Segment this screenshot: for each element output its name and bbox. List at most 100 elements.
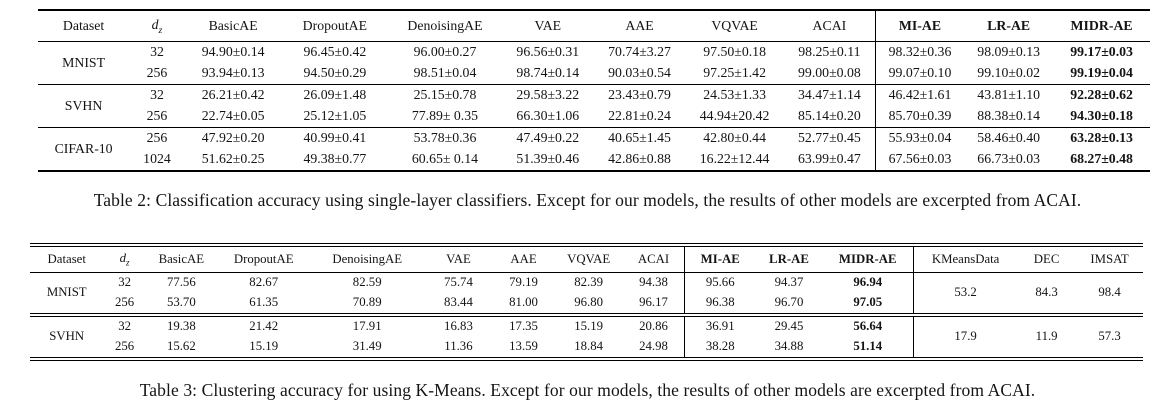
dataset-cell: MNIST [46,285,87,300]
value-cell: 15.19 [249,339,279,354]
value-cell: 55.93±0.04 [874,127,965,149]
value-cell: 66.30±1.06 [516,108,580,124]
column-header-midr-ae: MIDR-AE [1070,18,1133,34]
value-cell: 58.46±0.40 [977,130,1041,146]
value-cell: 26.21±0.42 [201,87,265,103]
value-cell: 53.78±0.36 [413,130,477,146]
column-header-imsat: IMSAT [1090,251,1129,266]
value-cell: 81.00 [509,295,538,310]
dz-cell: 256 [114,339,135,354]
value-cell: 52.77±0.45 [798,130,861,146]
dataset-group: MNIST 32 94.90±0.14 96.45±0.42 96.00±0.27 96.… [38,41,1150,85]
value-cell: 15.19 [574,319,604,334]
data-row: SVHN 32 19.38 21.42 17.91 16.83 17.35 15.19 20.8… [30,314,1143,359]
column-header-midr-ae: MIDR-AE [838,251,897,266]
column-header-vae: VAE [446,251,471,266]
value-cell: 97.05 [853,295,883,310]
column-header-aae: AAE [625,18,654,34]
value-cell: 98.09±0.13 [977,44,1041,60]
value-cell: 94.37 [774,275,804,290]
column-header-dropoutae: DropoutAE [302,18,368,34]
dataset-group: CIFAR-10 256 47.92±0.20 40.99±0.41 53.78±0.3… [38,127,1150,171]
value-cell: 25.15±0.78 [413,87,477,103]
column-header-dropoutae: DropoutAE [233,251,294,266]
value-cell: 99.17±0.03 [1070,44,1133,60]
value-cell: 17.91 [352,319,382,334]
value-cell: 77.89± 0.35 [411,108,479,124]
value-cell: 60.65± 0.14 [411,151,479,167]
value-cell: 82.67 [249,275,279,290]
value-cell: 44.94±20.42 [699,108,770,124]
data-row: 256 22.74±0.05 25.12±1.05 77.89± 0.35 66.30±… [38,105,1150,128]
value-cell: 38.28 [683,336,756,359]
dz-cell: 32 [118,275,131,290]
value-cell: 63.28±0.13 [1070,130,1133,146]
value-cell: 34.88 [774,339,804,354]
data-row: 1024 51.62±0.25 49.38±0.77 60.65± 0.14 51.39… [38,148,1150,171]
value-cell: 42.86±0.88 [608,151,671,167]
value-cell: 77.56 [166,275,196,290]
value-cell: 96.45±0.42 [303,44,367,60]
dz-symbol: d [119,251,127,265]
value-cell: 26.09±1.48 [303,87,367,103]
column-header-lr-ae: LR-AE [769,251,809,266]
column-header-denoisingae: DenoisingAE [407,18,483,34]
column-header-acai: ACAI [637,251,670,266]
column-header-mi-ae: MI-AE [683,245,756,273]
value-cell: 47.92±0.20 [201,130,265,146]
value-cell: 88.38±0.14 [977,108,1041,124]
column-header-acai: ACAI [812,18,847,34]
value-cell: 82.39 [574,275,604,290]
table3-clustering-accuracy: Dataset dz BasicAE DropoutAE DenoisingAE VAE A… [30,243,1143,361]
merged-value-cell: 57.3 [1098,329,1121,344]
value-cell: 47.49±0.22 [516,130,580,146]
value-cell: 93.94±0.13 [201,65,265,81]
value-cell: 24.98 [639,339,668,354]
value-cell: 49.38±0.77 [303,151,367,167]
value-cell: 43.81±1.10 [977,87,1041,103]
value-cell: 36.91 [683,314,756,337]
dataset-cell: SVHN [64,97,103,113]
value-cell: 85.14±0.20 [798,108,861,124]
value-cell: 18.84 [574,339,604,354]
table2-classification-accuracy: Dataset dz BasicAE DropoutAE DenoisingAE VAE A… [38,9,1150,172]
value-cell: 56.64 [853,319,883,334]
dataset-cell: SVHN [49,329,85,344]
dz-subscript: z [126,257,130,268]
value-cell: 94.90±0.14 [201,44,265,60]
column-header-mi-ae: MI-AE [874,10,965,42]
value-cell: 96.17 [639,295,668,310]
merged-value-cell: 11.9 [1035,329,1058,344]
dz-cell: 32 [150,44,164,60]
column-header-aae: AAE [510,251,537,266]
value-cell: 99.19±0.04 [1070,65,1133,81]
value-cell: 83.44 [444,295,473,310]
value-cell: 31.49 [352,339,382,354]
column-header-vqvae: VQVAE [567,251,611,266]
dz-cell: 256 [146,108,168,124]
value-cell: 75.74 [444,275,473,290]
column-header-dec: DEC [1033,251,1060,266]
header-row: Dataset dz BasicAE DropoutAE DenoisingAE VAE A… [30,245,1143,273]
dataset-group: MNIST 32 77.56 82.67 82.59 75.74 79.19 82.39 94.… [30,272,1143,315]
value-cell: 29.45 [774,319,804,334]
value-cell: 23.43±0.79 [608,87,671,103]
value-cell: 29.58±3.22 [516,87,580,103]
value-cell: 63.99±0.47 [798,151,861,167]
value-cell: 22.81±0.24 [608,108,671,124]
value-cell: 40.65±1.45 [608,130,671,146]
value-cell: 51.14 [853,339,883,354]
column-header-basicae: BasicAE [158,251,205,266]
dz-cell: 1024 [143,151,171,167]
header-row: Dataset dz BasicAE DropoutAE DenoisingAE VAE A… [38,10,1150,42]
value-cell: 21.42 [249,319,279,334]
value-cell: 13.59 [509,339,538,354]
value-cell: 92.28±0.62 [1070,87,1133,103]
value-cell: 17.35 [509,319,538,334]
data-row: SVHN 32 26.21±0.42 26.09±1.48 25.15±0.78 29.5… [38,84,1150,113]
value-cell: 97.50±0.18 [703,44,766,60]
value-cell: 22.74±0.05 [201,108,265,124]
dz-cell: 32 [118,319,131,334]
data-row: 256 93.94±0.13 94.50±0.29 98.51±0.04 98.74±0… [38,62,1150,85]
